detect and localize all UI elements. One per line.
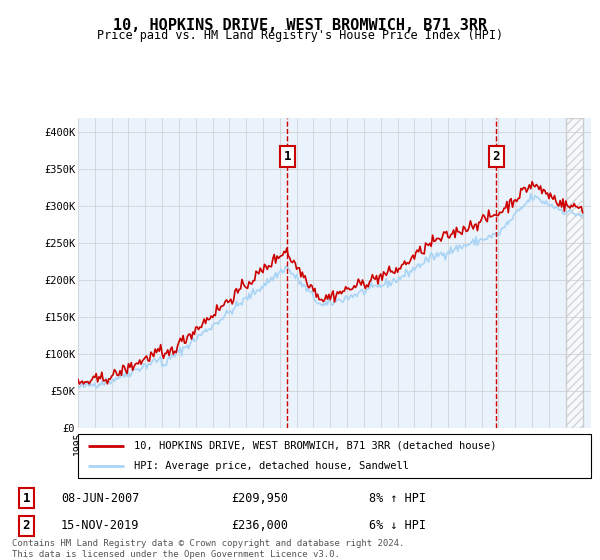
FancyBboxPatch shape	[78, 434, 591, 478]
Text: 6% ↓ HPI: 6% ↓ HPI	[369, 519, 426, 532]
Text: 2: 2	[23, 519, 30, 532]
Text: Contains HM Land Registry data © Crown copyright and database right 2024.
This d: Contains HM Land Registry data © Crown c…	[12, 539, 404, 559]
Text: £236,000: £236,000	[231, 519, 288, 532]
Text: 2: 2	[493, 150, 500, 163]
Text: 8% ↑ HPI: 8% ↑ HPI	[369, 492, 426, 505]
Text: 15-NOV-2019: 15-NOV-2019	[61, 519, 139, 532]
Text: 1: 1	[283, 150, 291, 163]
Text: Price paid vs. HM Land Registry's House Price Index (HPI): Price paid vs. HM Land Registry's House …	[97, 29, 503, 42]
Text: 1: 1	[23, 492, 30, 505]
Text: 08-JUN-2007: 08-JUN-2007	[61, 492, 139, 505]
Text: 10, HOPKINS DRIVE, WEST BROMWICH, B71 3RR: 10, HOPKINS DRIVE, WEST BROMWICH, B71 3R…	[113, 18, 487, 33]
Text: HPI: Average price, detached house, Sandwell: HPI: Average price, detached house, Sand…	[134, 461, 409, 471]
Text: 10, HOPKINS DRIVE, WEST BROMWICH, B71 3RR (detached house): 10, HOPKINS DRIVE, WEST BROMWICH, B71 3R…	[134, 441, 497, 451]
Text: £209,950: £209,950	[231, 492, 288, 505]
